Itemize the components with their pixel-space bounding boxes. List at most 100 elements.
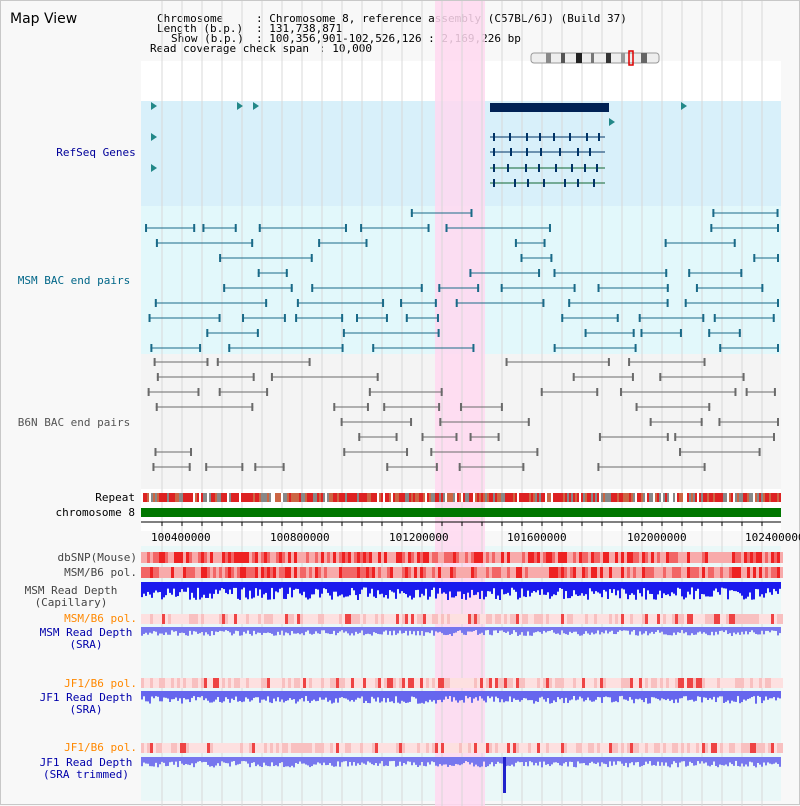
read-depth-bar	[315, 582, 317, 589]
read-depth-bar	[263, 691, 265, 700]
polymorphism-cell	[297, 567, 300, 578]
polymorphism-cell	[531, 614, 534, 624]
polymorphism-cell	[183, 678, 186, 688]
msm-bac-pair-end	[219, 254, 222, 262]
read-depth-bar	[279, 757, 281, 764]
polymorphism-cell	[477, 567, 480, 578]
read-depth-bar	[153, 582, 155, 593]
read-depth-bar	[469, 627, 471, 632]
polymorphism-cell	[624, 678, 627, 688]
polymorphism-cell	[213, 552, 216, 563]
repeat-block	[591, 493, 593, 502]
polymorphism-cell	[630, 552, 633, 563]
b6n-bac-pair-end	[455, 433, 458, 441]
polymorphism-cell	[546, 614, 549, 624]
polymorphism-cell	[444, 614, 447, 624]
b6n-bac-pair-end	[758, 448, 761, 456]
polymorphism-cell	[555, 614, 558, 624]
read-depth-bar	[185, 691, 187, 700]
read-depth-bar	[163, 582, 165, 598]
read-depth-bar	[593, 691, 595, 702]
repeat-block	[461, 493, 463, 502]
polymorphism-cell	[771, 567, 774, 578]
repeat-block	[555, 493, 557, 502]
read-depth-bar	[675, 627, 677, 635]
polymorphism-cell	[273, 567, 276, 578]
repeat-block	[497, 493, 499, 502]
read-depth-bar	[533, 691, 535, 704]
read-depth-bar	[751, 627, 753, 631]
read-depth-bar	[695, 627, 697, 635]
msm-bac-pair-end	[438, 284, 441, 292]
polymorphism-cell	[354, 678, 357, 688]
polymorphism-cell	[513, 614, 516, 624]
polymorphism-cell	[411, 614, 414, 624]
b6n-bac-pair-end	[386, 463, 389, 471]
repeat-block	[339, 493, 341, 502]
read-depth-bar	[759, 691, 761, 697]
repeat-block	[287, 493, 289, 502]
polymorphism-cell	[156, 567, 159, 578]
read-depth-bar	[205, 627, 207, 633]
read-depth-bar	[479, 627, 481, 634]
polymorphism-cell	[513, 567, 516, 578]
read-depth-bar	[617, 627, 619, 632]
read-depth-bar	[709, 691, 711, 699]
repeat-block	[443, 493, 445, 502]
read-depth-bar	[247, 627, 249, 631]
read-depth-bar	[145, 627, 147, 633]
read-depth-bar	[721, 691, 723, 697]
msm-bac-pair-end	[470, 209, 473, 217]
polymorphism-cell	[561, 743, 564, 753]
repeat-block	[499, 493, 501, 502]
polymorphism-cell	[252, 614, 255, 624]
read-depth-bar	[155, 627, 157, 632]
read-depth-bar	[709, 627, 711, 636]
polymorphism-cell	[234, 743, 237, 753]
polymorphism-cell	[333, 567, 336, 578]
axis-tick-label: 100800000	[270, 531, 330, 544]
read-depth-bar	[361, 582, 363, 590]
polymorphism-cell	[474, 552, 477, 563]
read-depth-bar	[423, 757, 425, 766]
read-depth-bar	[573, 691, 575, 696]
read-depth-bar	[547, 757, 549, 765]
read-depth-bar	[307, 757, 309, 766]
b6n-bac-pair-end	[241, 463, 244, 471]
polymorphism-cell	[237, 552, 240, 563]
polymorphism-cell	[618, 743, 621, 753]
polymorphism-cell	[591, 743, 594, 753]
polymorphism-cell	[564, 743, 567, 753]
read-depth-bar	[141, 757, 143, 767]
repeat-block	[309, 493, 311, 502]
read-depth-bar	[325, 627, 327, 634]
polymorphism-cell	[507, 614, 510, 624]
read-depth-bar	[369, 691, 371, 704]
read-depth-bar	[407, 757, 409, 762]
read-depth-bar	[215, 757, 217, 766]
read-depth-bar	[507, 757, 509, 766]
read-depth-bar	[283, 757, 285, 768]
ideogram-position-marker	[628, 50, 634, 66]
read-depth-bar	[479, 582, 481, 599]
read-depth-bar	[265, 582, 267, 593]
b6n-bac-pair-end	[703, 358, 706, 366]
polymorphism-cell	[732, 743, 735, 753]
polymorphism-cell	[162, 614, 165, 624]
polymorphism-cell	[528, 678, 531, 688]
read-depth-bar	[405, 691, 407, 703]
polymorphism-cell	[180, 678, 183, 688]
polymorphism-cell	[654, 567, 657, 578]
polymorphism-cell	[480, 614, 483, 624]
b6n-bac-pair-end	[700, 418, 703, 426]
polymorphism-cell	[669, 567, 672, 578]
read-depth-bar	[225, 582, 227, 593]
read-depth-bar	[601, 757, 603, 763]
polymorphism-cell	[186, 614, 189, 624]
read-depth-bar	[237, 582, 239, 599]
polymorphism-cell	[171, 678, 174, 688]
repeat-block	[173, 493, 175, 502]
polymorphism-cell	[687, 614, 690, 624]
msm-b6-pol-2-label: MSM/B6 pol.	[64, 612, 137, 625]
